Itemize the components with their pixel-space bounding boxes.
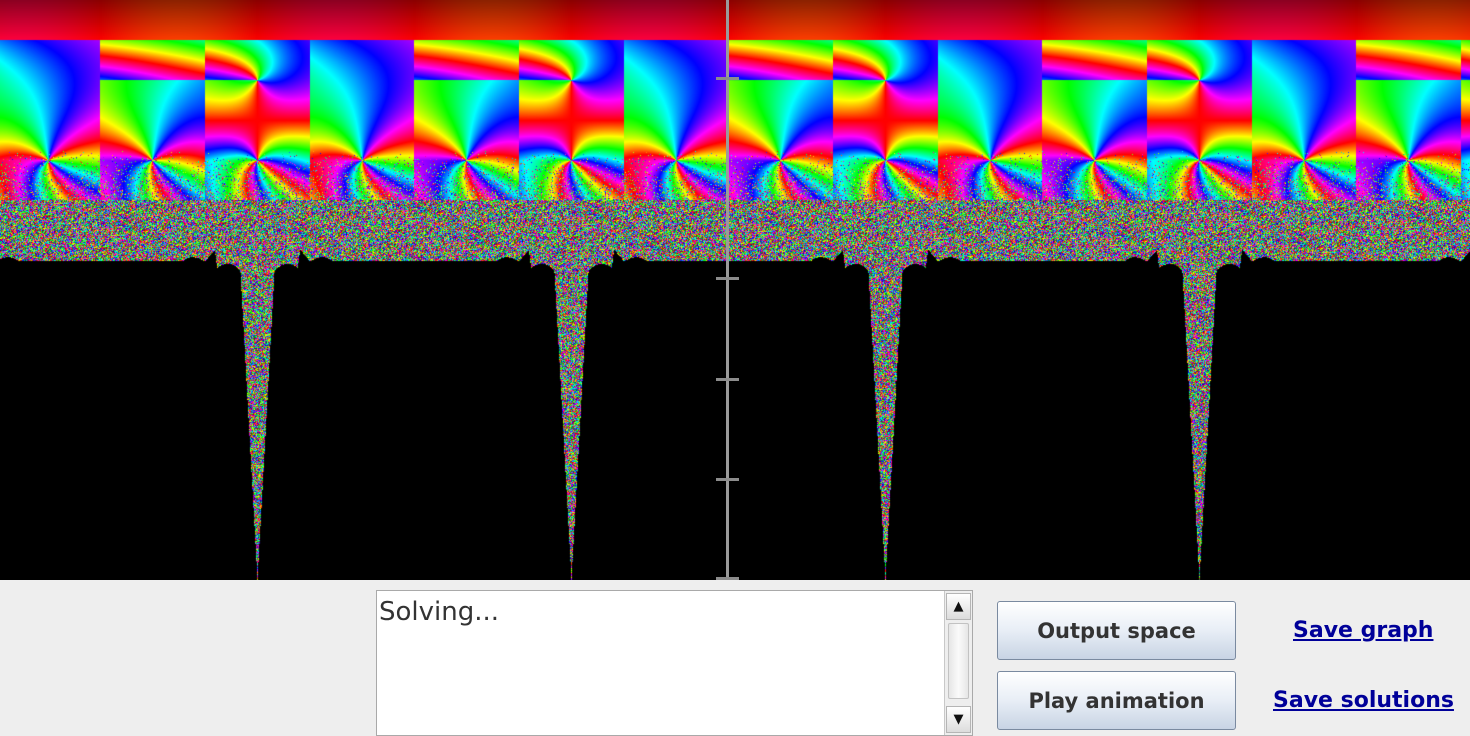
output-space-button[interactable]: Output space — [997, 601, 1236, 660]
axis-tick — [716, 77, 739, 80]
play-animation-button[interactable]: Play animation — [997, 671, 1236, 730]
scroll-down-button[interactable]: ▼ — [946, 706, 971, 733]
scroll-thumb[interactable] — [948, 623, 969, 699]
axis-tick — [716, 577, 739, 580]
log-scrollbar[interactable]: ▲ ▼ — [944, 591, 972, 735]
arrow-up-icon: ▲ — [953, 599, 964, 614]
axis-tick — [716, 277, 739, 280]
status-log-text: Solving... — [379, 597, 500, 627]
save-graph-link[interactable]: Save graph — [1293, 618, 1434, 643]
status-log[interactable]: Solving... ▲ ▼ — [376, 590, 973, 736]
fractal-image — [0, 0, 1470, 580]
axis-tick — [716, 478, 739, 481]
fractal-plot-canvas[interactable] — [0, 0, 1470, 580]
scroll-up-button[interactable]: ▲ — [946, 593, 971, 620]
save-solutions-link[interactable]: Save solutions — [1273, 688, 1454, 713]
vertical-axis — [726, 0, 729, 580]
arrow-down-icon: ▼ — [953, 712, 964, 727]
axis-tick — [716, 378, 739, 381]
